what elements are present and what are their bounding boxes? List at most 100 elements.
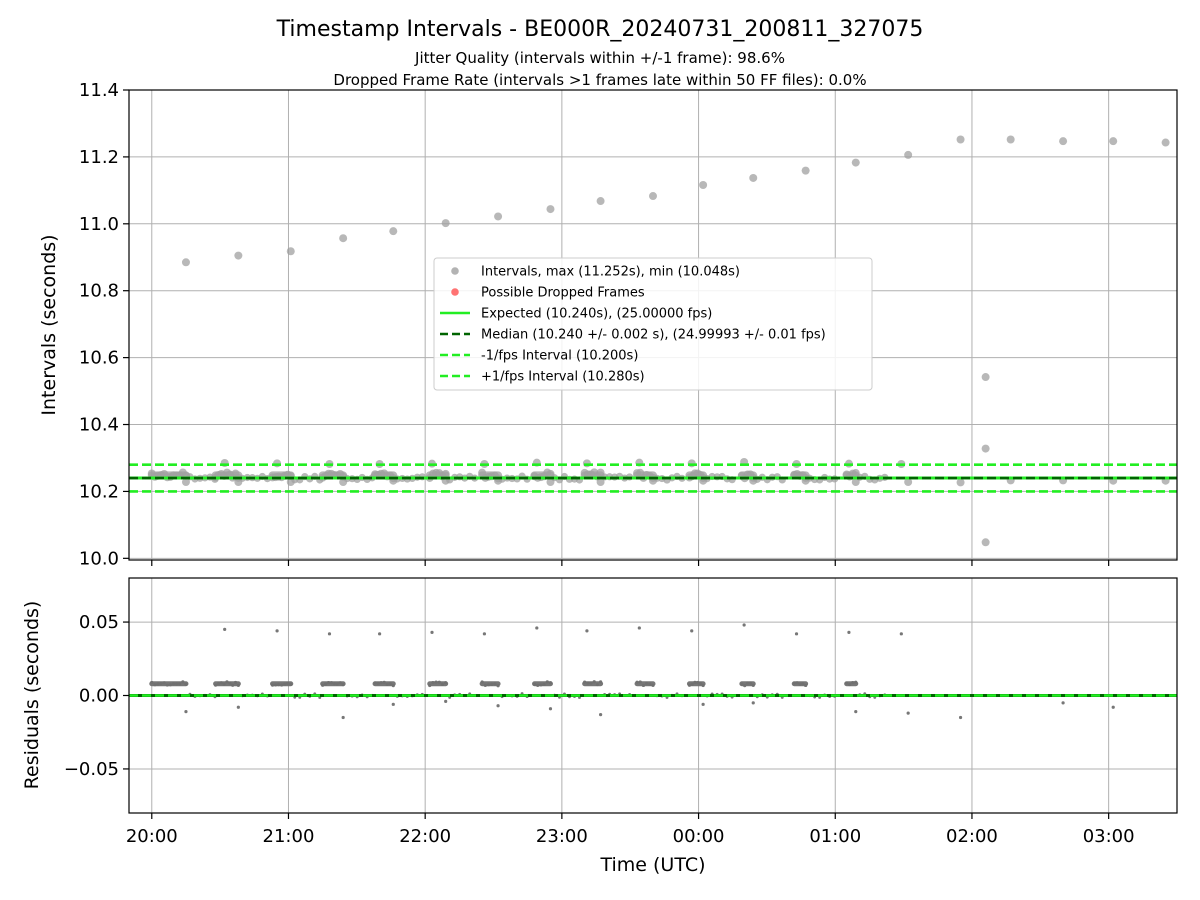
x-tick-label: 03:00 xyxy=(1083,826,1135,847)
data-point xyxy=(651,683,655,688)
data-point xyxy=(641,683,646,688)
data-point xyxy=(582,459,591,468)
x-tick-label: 20:00 xyxy=(126,826,178,847)
data-point xyxy=(162,681,166,685)
bottom-plot-area: 20:00 21:00 22:00 23:00 00:00 01:00 02:00 03:00… xyxy=(64,577,1178,847)
data-point xyxy=(391,702,395,706)
data-point xyxy=(150,680,154,685)
x-axis-label: Time (UTC) xyxy=(599,854,705,876)
data-point xyxy=(376,681,380,686)
data-point xyxy=(583,680,587,684)
data-point xyxy=(585,629,589,633)
data-point xyxy=(233,680,238,685)
x-tick-label: 21:00 xyxy=(263,826,315,847)
data-point xyxy=(548,681,553,685)
data-point xyxy=(275,629,279,633)
data-point xyxy=(168,683,173,687)
data-point xyxy=(339,234,348,243)
data-point xyxy=(273,459,282,468)
data-point xyxy=(335,682,339,686)
data-point xyxy=(286,478,295,487)
data-point xyxy=(748,681,752,685)
data-point xyxy=(1109,137,1118,146)
data-point xyxy=(430,630,434,634)
top-plot-frame xyxy=(128,89,1178,561)
legend-marker xyxy=(451,288,459,296)
data-point xyxy=(595,682,600,687)
data-point xyxy=(373,681,377,685)
legend-label: +1/fps Interval (10.280s) xyxy=(481,370,645,385)
data-point xyxy=(338,681,342,685)
data-point xyxy=(851,680,855,685)
data-point xyxy=(637,626,641,630)
data-point xyxy=(444,681,448,685)
data-point xyxy=(236,683,240,687)
data-point xyxy=(379,681,383,685)
data-point xyxy=(223,627,227,632)
data-point xyxy=(904,478,913,487)
data-point xyxy=(181,478,190,487)
data-point xyxy=(431,681,435,685)
data-point xyxy=(546,478,555,487)
legend-item: +1/fps Interval (10.280s) xyxy=(440,370,645,385)
data-point xyxy=(283,682,287,686)
data-point xyxy=(437,680,441,684)
top-y-tick-label: 10.8 xyxy=(79,281,119,302)
data-point xyxy=(851,478,860,487)
data-point xyxy=(213,683,218,687)
data-point xyxy=(341,683,345,687)
data-point xyxy=(701,702,705,706)
data-point xyxy=(159,681,163,686)
data-point xyxy=(234,478,243,487)
data-point xyxy=(332,681,336,686)
top-plot-area: 10.0 10.2 10.4 10.6 10.8 11.0 11.2 11.4 xyxy=(79,80,1178,569)
top-y-tick-label: 10.4 xyxy=(79,415,119,436)
data-point xyxy=(490,682,494,686)
data-point xyxy=(851,158,860,167)
data-point xyxy=(958,715,963,720)
data-point xyxy=(494,212,503,221)
data-point xyxy=(981,538,990,547)
data-point xyxy=(845,681,849,685)
data-point xyxy=(687,459,696,468)
data-point xyxy=(156,682,160,686)
data-point xyxy=(981,444,990,453)
data-point xyxy=(956,478,965,487)
legend-label: Possible Dropped Frames xyxy=(481,286,645,301)
data-point xyxy=(286,247,295,256)
data-point xyxy=(225,680,229,684)
x-tick-label: 22:00 xyxy=(399,826,451,847)
data-point xyxy=(599,712,603,717)
data-point xyxy=(1111,705,1115,709)
top-y-tick-label: 10.2 xyxy=(79,481,119,502)
data-point xyxy=(545,680,549,684)
data-point xyxy=(219,681,223,685)
data-point xyxy=(153,683,157,687)
data-point xyxy=(592,680,596,684)
data-point xyxy=(535,626,539,630)
data-point xyxy=(854,710,858,714)
x-tick-label: 23:00 xyxy=(536,826,588,847)
data-point xyxy=(441,219,450,228)
data-point xyxy=(444,699,448,703)
x-tick-label: 00:00 xyxy=(673,826,725,847)
data-point xyxy=(391,684,395,688)
data-point xyxy=(586,681,590,685)
data-point xyxy=(751,701,755,705)
data-point xyxy=(956,135,965,144)
legend-label: Intervals, max (11.252s), min (10.048s) xyxy=(481,265,740,280)
x-tick-label: 01:00 xyxy=(809,826,861,847)
data-point xyxy=(749,173,758,182)
data-point xyxy=(638,680,642,684)
data-point xyxy=(440,682,445,687)
data-point xyxy=(181,258,190,267)
legend: Intervals, max (11.252s), min (10.048s) P… xyxy=(433,257,873,391)
top-y-axis-label: Intervals (seconds) xyxy=(38,234,60,415)
data-point xyxy=(388,682,392,686)
data-point xyxy=(482,632,487,636)
data-point xyxy=(385,682,389,687)
x-tick-label: 02:00 xyxy=(946,826,998,847)
data-point xyxy=(178,682,182,686)
data-point xyxy=(743,684,747,688)
